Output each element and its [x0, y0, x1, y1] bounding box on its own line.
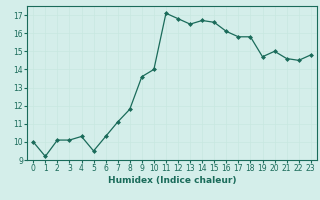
X-axis label: Humidex (Indice chaleur): Humidex (Indice chaleur): [108, 176, 236, 185]
